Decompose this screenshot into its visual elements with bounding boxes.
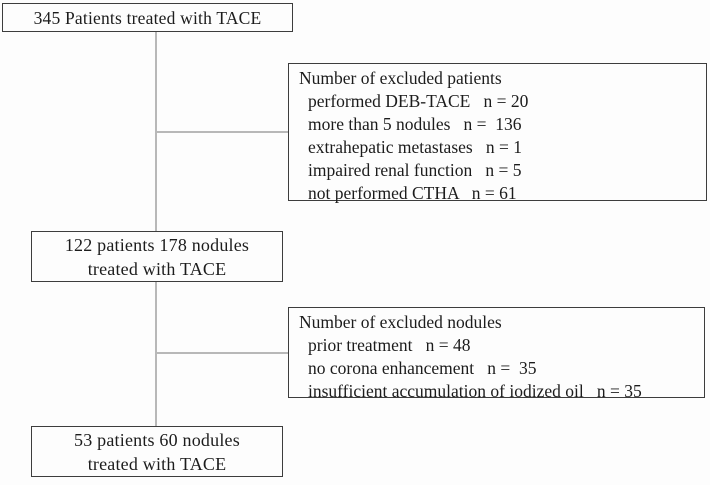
excluded-nodules-item: prior treatment n = 48 — [308, 335, 471, 355]
excluded-patients-item: more than 5 nodules n = 136 — [308, 114, 522, 134]
box-total-patients-text: 345 Patients treated with TACE — [33, 7, 262, 28]
connector-branch-excluded-patients — [156, 131, 289, 133]
excluded-patients-item: impaired renal function n = 5 — [308, 160, 522, 180]
excluded-patients-item: not performed CTHA n = 61 — [308, 183, 517, 203]
excluded-patients-item: performed DEB-TACE n = 20 — [308, 91, 529, 111]
box-final-line2: treated with TACE — [87, 453, 227, 474]
excluded-nodules-item: no corona enhancement n = 35 — [308, 358, 537, 378]
excluded-nodules-item: insufficient accumulation of iodized oil… — [308, 381, 642, 401]
connector-vertical-bottom — [155, 282, 157, 426]
excluded-patients-item: extrahepatic metastases n = 1 — [308, 137, 522, 157]
box-excluded-patients: Number of excluded patients performed DE… — [288, 63, 707, 203]
box-intermediate-line1: 122 patients 178 nodules — [64, 234, 250, 255]
connector-branch-excluded-nodules — [156, 352, 289, 354]
box-final-cohort: 53 patients 60 nodules treated with TACE — [31, 426, 283, 477]
excluded-patients-title: Number of excluded patients — [299, 68, 502, 88]
box-intermediate-cohort: 122 patients 178 nodules treated with TA… — [31, 231, 283, 282]
box-excluded-nodules: Number of excluded nodules prior treatme… — [288, 307, 705, 401]
excluded-nodules-title: Number of excluded nodules — [299, 312, 502, 332]
box-intermediate-line2: treated with TACE — [87, 258, 227, 279]
box-total-patients: 345 Patients treated with TACE — [2, 3, 293, 32]
box-final-line1: 53 patients 60 nodules — [74, 429, 240, 450]
